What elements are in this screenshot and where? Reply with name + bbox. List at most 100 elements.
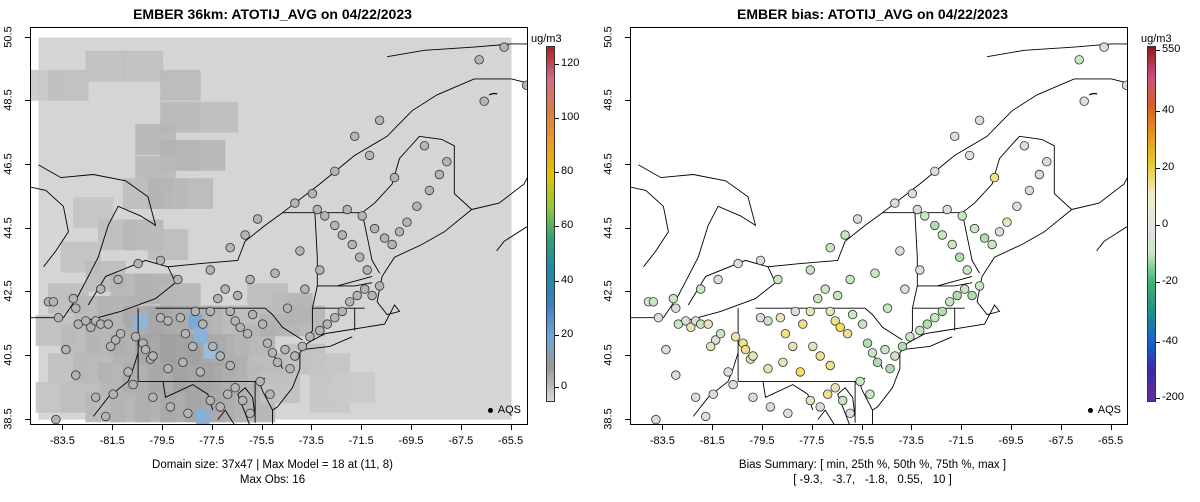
boundary-line [496, 226, 527, 252]
aqs-site-marker [61, 344, 71, 355]
aqs-site-marker [255, 376, 265, 387]
boundary-line [471, 177, 527, 210]
aqs-site-marker [955, 252, 965, 262]
colorbar-tick-mark [555, 387, 559, 388]
aqs-site-marker [755, 255, 766, 266]
x-tick-mark [1010, 425, 1012, 430]
y-tick-label: 50.5 [600, 17, 618, 57]
aqs-site-marker [322, 319, 333, 329]
colorbar-tick-label: 20 [1162, 161, 1175, 173]
x-tick-mark [861, 425, 863, 430]
aqs-site-marker [148, 351, 158, 361]
aqs-site-marker [815, 351, 825, 361]
aqs-site-marker [783, 408, 793, 419]
x-tick-label: -69.5 [398, 435, 424, 447]
left-footer-line2: Max Obs: 16 [239, 474, 306, 486]
aqs-site-marker [237, 395, 248, 406]
boundary-line [302, 336, 353, 351]
aqs-site-marker [805, 395, 816, 406]
aqs-site-marker [100, 411, 111, 422]
aqs-site-marker [230, 316, 240, 326]
y-tick-label: 42.5 [0, 271, 18, 311]
y-tick-text: 42.5 [3, 280, 16, 302]
aqs-site-marker [183, 408, 193, 419]
aqs-site-marker [105, 341, 116, 352]
aqs-site-marker [222, 389, 233, 399]
model-grid-cell [160, 69, 201, 101]
aqs-site-marker [307, 188, 318, 199]
aqs-site-marker [280, 344, 290, 355]
colorbar-tick-label: -200 [1162, 391, 1185, 403]
boundary-line [259, 209, 472, 411]
boundary-line [217, 409, 235, 424]
y-tick-mark [25, 291, 30, 293]
y-tick-label: 50.5 [0, 17, 18, 57]
left-map-plot[interactable]: AQS [30, 27, 528, 425]
aqs-site-marker [832, 290, 843, 301]
y-tick-text: 38.5 [603, 407, 616, 430]
aqs-site-marker [671, 370, 681, 380]
model-grid-cell [334, 372, 375, 404]
aqs-site-marker [369, 223, 380, 234]
aqs-site-marker [795, 367, 806, 377]
aqs-site-marker [979, 233, 990, 243]
aqs-site-marker [775, 313, 786, 323]
x-tick-mark [460, 425, 462, 430]
aqs-site-marker [686, 322, 696, 333]
x-tick-mark [510, 425, 512, 430]
aqs-site-marker [290, 351, 300, 361]
aqs-site-marker [805, 306, 816, 317]
aqs-site-marker [857, 319, 868, 329]
x-tick-mark [112, 425, 114, 430]
colorbar-tick-mark [1156, 342, 1160, 343]
boundary-line [387, 43, 527, 58]
x-tick-label: -79.5 [149, 435, 175, 447]
y-tick-label: 38.5 [600, 399, 618, 439]
aqs-site-marker [479, 96, 489, 106]
aqs-site-marker [840, 230, 850, 240]
x-tick-label: -65.5 [498, 435, 524, 447]
aqs-site-marker [1121, 80, 1127, 90]
aqs-site-marker [825, 360, 835, 371]
aqs-site-marker [342, 204, 352, 215]
aqs-site-marker [703, 319, 713, 329]
aqs-site-marker [165, 402, 176, 412]
y-tick-text: 44.5 [603, 216, 616, 239]
left-footer-line1: Domain size: 37x47 | Max Model = 18 at (… [152, 459, 393, 471]
boundary-line [85, 212, 283, 322]
aqs-site-marker [190, 306, 201, 317]
aqs-site-marker [710, 335, 721, 345]
left-map-panel: EMBER 36km: ATOTIJ_AVG on 04/22/2023 50.… [0, 6, 579, 486]
aqs-dot-icon [487, 407, 493, 413]
y-tick-label: 44.5 [0, 208, 18, 248]
y-tick-mark [25, 354, 30, 356]
left-aqs-legend: AQS [487, 404, 521, 416]
colorbar-tick-label: 40 [1162, 104, 1175, 116]
aqs-site-marker [115, 329, 126, 339]
left-colorbar-unit: ug/m3 [531, 33, 562, 45]
aqs-site-marker [765, 402, 776, 412]
aqs-site-marker [715, 329, 726, 339]
aqs-site-marker [220, 284, 230, 294]
boundary-line [902, 336, 953, 351]
aqs-site-marker [374, 115, 385, 126]
aqs-site-marker [245, 408, 255, 419]
aqs-site-marker [434, 169, 445, 180]
colorbar-tick-mark [1156, 50, 1160, 51]
y-tick-mark [25, 163, 30, 165]
right-footer-line2: [ -9.3, -3.7, -1.8, 0.55, 10 ] [793, 474, 952, 486]
aqs-site-marker [51, 414, 61, 424]
aqs-site-marker [651, 414, 661, 424]
x-tick-label: -71.5 [948, 435, 974, 447]
x-tick-label: -83.5 [49, 435, 75, 447]
right-map-plot[interactable]: AQS [630, 27, 1128, 425]
aqs-site-marker [355, 252, 365, 262]
aqs-site-marker [960, 284, 970, 294]
aqs-site-marker [208, 341, 218, 352]
aqs-site-marker [123, 367, 133, 377]
model-grid-cell [147, 229, 189, 260]
boundary-line [237, 387, 256, 424]
aqs-site-marker [297, 341, 308, 352]
aqs-site-marker [830, 383, 840, 393]
aqs-site-marker [53, 313, 64, 323]
